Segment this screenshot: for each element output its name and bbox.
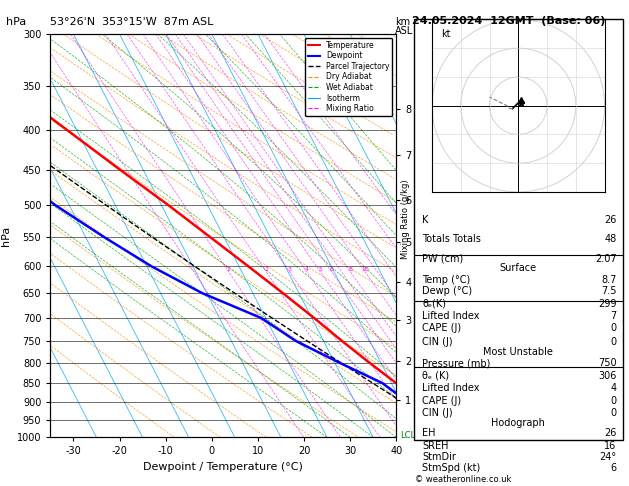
Text: 0: 0 [610, 396, 616, 406]
Text: Lifted Index: Lifted Index [422, 311, 480, 321]
Text: km: km [395, 17, 410, 27]
Text: hPa: hPa [6, 17, 26, 27]
Text: 24.05.2024  12GMT  (Base: 06): 24.05.2024 12GMT (Base: 06) [412, 16, 605, 26]
Text: Surface: Surface [499, 263, 537, 273]
Text: 3: 3 [287, 267, 291, 272]
Text: Dewp (°C): Dewp (°C) [422, 286, 472, 296]
Text: 306: 306 [598, 371, 616, 381]
Text: 26: 26 [604, 428, 616, 438]
Text: θₑ(K): θₑ(K) [422, 298, 446, 309]
Text: 0: 0 [610, 337, 616, 347]
Text: 6: 6 [610, 463, 616, 473]
Text: 2.07: 2.07 [595, 254, 616, 264]
Text: 48: 48 [604, 234, 616, 244]
Text: 7: 7 [610, 311, 616, 321]
Text: Temp (°C): Temp (°C) [422, 275, 470, 285]
Text: Lifted Index: Lifted Index [422, 383, 480, 393]
Text: 7.5: 7.5 [601, 286, 616, 296]
Text: K: K [422, 215, 428, 226]
Legend: Temperature, Dewpoint, Parcel Trajectory, Dry Adiabat, Wet Adiabat, Isotherm, Mi: Temperature, Dewpoint, Parcel Trajectory… [305, 38, 392, 116]
Text: SREH: SREH [422, 441, 448, 451]
Text: Mixing Ratio (g/kg): Mixing Ratio (g/kg) [401, 179, 410, 259]
Text: 8: 8 [348, 267, 352, 272]
Text: 10: 10 [361, 267, 369, 272]
Text: 1: 1 [227, 267, 231, 272]
Text: 16: 16 [604, 441, 616, 451]
Text: © weatheronline.co.uk: © weatheronline.co.uk [415, 474, 511, 484]
Text: CAPE (J): CAPE (J) [422, 396, 461, 406]
Text: Totals Totals: Totals Totals [422, 234, 481, 244]
Text: 2: 2 [264, 267, 268, 272]
Text: 0: 0 [610, 323, 616, 333]
Text: 6: 6 [330, 267, 333, 272]
Text: 4: 4 [610, 383, 616, 393]
Text: 299: 299 [598, 298, 616, 309]
Text: StmSpd (kt): StmSpd (kt) [422, 463, 481, 473]
Text: Most Unstable: Most Unstable [483, 347, 554, 357]
Text: 8.7: 8.7 [601, 275, 616, 285]
Text: LCL: LCL [400, 431, 415, 440]
Text: kt: kt [441, 29, 450, 39]
X-axis label: Dewpoint / Temperature (°C): Dewpoint / Temperature (°C) [143, 462, 303, 472]
Text: 4: 4 [304, 267, 309, 272]
Text: EH: EH [422, 428, 436, 438]
Text: PW (cm): PW (cm) [422, 254, 464, 264]
Text: Pressure (mb): Pressure (mb) [422, 359, 491, 368]
Text: 0: 0 [610, 408, 616, 418]
Text: ASL: ASL [395, 26, 413, 36]
Text: Hodograph: Hodograph [491, 418, 545, 428]
Text: CIN (J): CIN (J) [422, 337, 453, 347]
Text: StmDir: StmDir [422, 452, 456, 462]
Text: 26: 26 [604, 215, 616, 226]
Text: CIN (J): CIN (J) [422, 408, 453, 418]
Text: 5: 5 [318, 267, 322, 272]
Text: 750: 750 [598, 359, 616, 368]
Text: θₑ (K): θₑ (K) [422, 371, 449, 381]
Text: CAPE (J): CAPE (J) [422, 323, 461, 333]
Text: 53°26'N  353°15'W  87m ASL: 53°26'N 353°15'W 87m ASL [50, 17, 214, 27]
Text: 24°: 24° [599, 452, 616, 462]
Y-axis label: hPa: hPa [1, 226, 11, 246]
